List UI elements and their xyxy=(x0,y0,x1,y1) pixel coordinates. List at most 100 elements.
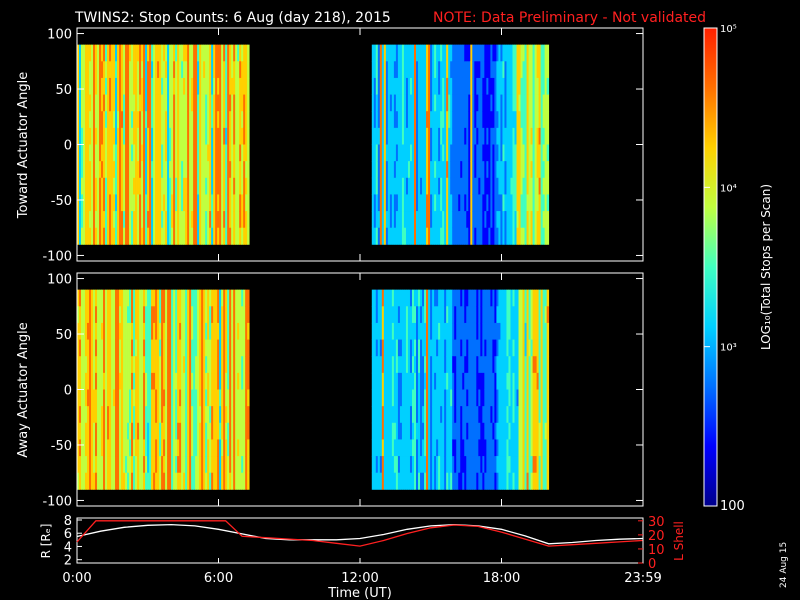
heatmap-cell xyxy=(107,227,110,245)
heatmap-cell xyxy=(484,289,487,307)
heatmap-cell xyxy=(472,227,475,245)
heatmap-cell xyxy=(510,322,513,340)
heatmap-cell xyxy=(424,356,427,374)
heatmap-cell xyxy=(99,406,102,424)
heatmap-cell xyxy=(199,44,202,62)
heatmap-cell xyxy=(129,372,132,390)
heatmap-cell xyxy=(127,61,130,79)
heatmap-cell xyxy=(133,194,136,212)
heatmap-cell xyxy=(187,94,190,112)
heatmap-cell xyxy=(189,406,192,424)
heatmap-cell xyxy=(119,322,122,340)
heatmap-cell xyxy=(243,177,246,195)
heatmap-cell xyxy=(504,422,507,440)
heatmap-cell xyxy=(85,456,88,474)
heatmap-cell xyxy=(141,211,144,229)
heatmap-cell xyxy=(500,111,503,129)
heatmap-cell xyxy=(127,194,130,212)
heatmap-cell xyxy=(434,339,437,357)
heatmap-cell xyxy=(436,356,439,374)
heatmap-cell xyxy=(430,94,433,112)
heatmap-cell xyxy=(147,211,150,229)
heatmap-cell xyxy=(434,456,437,474)
heatmap-cell xyxy=(474,406,477,424)
heatmap-cell xyxy=(187,406,190,424)
heatmap-cell xyxy=(83,472,86,490)
heatmap-cell xyxy=(371,289,375,307)
heatmap-cell xyxy=(474,289,477,307)
heatmap-cell xyxy=(430,439,433,457)
heatmap-cell xyxy=(522,339,525,357)
heatmap-cell xyxy=(546,194,550,212)
heatmap-cell xyxy=(127,94,130,112)
heatmap-cell xyxy=(221,77,224,95)
heatmap-cell xyxy=(183,111,186,129)
heatmap-cell xyxy=(454,144,457,162)
heatmap-cell xyxy=(379,422,383,440)
heatmap-cell xyxy=(514,439,517,457)
heatmap-cell xyxy=(97,177,100,195)
heatmap-cell xyxy=(175,356,178,374)
heatmap-cell xyxy=(139,44,142,62)
heatmap-cell xyxy=(397,177,401,195)
heatmap-cell xyxy=(117,44,120,62)
heatmap-cell xyxy=(510,422,513,440)
heatmap-cell xyxy=(409,406,413,424)
heatmap-cell xyxy=(538,127,542,145)
heatmap-cell xyxy=(139,94,142,112)
heatmap-cell xyxy=(490,144,493,162)
heatmap-cell xyxy=(512,177,515,195)
heatmap-cell xyxy=(504,77,507,95)
heatmap-cell xyxy=(173,439,176,457)
heatmap-cell xyxy=(181,422,184,440)
heatmap-cell xyxy=(488,339,491,357)
heatmap-cell xyxy=(508,127,511,145)
heatmap-cell xyxy=(440,77,443,95)
heatmap-cell xyxy=(179,127,182,145)
heatmap-cell xyxy=(476,94,479,112)
heatmap-cell xyxy=(379,472,383,490)
heatmap-cell xyxy=(420,61,423,79)
heatmap-cell xyxy=(416,227,419,245)
heatmap-cell xyxy=(181,177,184,195)
heatmap-cell xyxy=(518,44,521,62)
heatmap-cell xyxy=(452,61,455,79)
heatmap-cell xyxy=(389,77,393,95)
heatmap-cell xyxy=(219,422,222,440)
heatmap-cell xyxy=(87,422,90,440)
heatmap-cell xyxy=(97,77,100,95)
heatmap-cell xyxy=(175,389,178,407)
heatmap-cell xyxy=(383,127,387,145)
heatmap-cell xyxy=(131,227,134,245)
heatmap-cell xyxy=(191,61,194,79)
heatmap-cell xyxy=(407,111,411,129)
heatmap-cell xyxy=(227,389,230,407)
heatmap-cell xyxy=(219,111,222,129)
heatmap-cell xyxy=(401,356,405,374)
heatmap-cell xyxy=(165,339,168,357)
heatmap-cell xyxy=(385,211,389,229)
heatmap-cell xyxy=(115,194,118,212)
heatmap-cell xyxy=(131,372,134,390)
heatmap-cell xyxy=(145,177,148,195)
heatmap-cell xyxy=(241,372,244,390)
heatmap-cell xyxy=(540,44,544,62)
heatmap-cell xyxy=(500,161,503,179)
heatmap-cell xyxy=(379,389,383,407)
heatmap-cell xyxy=(245,356,248,374)
heatmap-cell xyxy=(187,456,190,474)
heatmap-cell xyxy=(89,422,92,440)
heatmap-cell xyxy=(207,289,210,307)
heatmap-cell xyxy=(383,339,387,357)
heatmap-cell xyxy=(221,406,224,424)
heatmap-cell xyxy=(119,439,122,457)
heatmap-cell xyxy=(422,177,425,195)
heatmap-cell xyxy=(426,372,429,390)
heatmap-cell xyxy=(428,211,431,229)
heatmap-cell xyxy=(163,227,166,245)
heatmap-cell xyxy=(147,422,150,440)
heatmap-cell xyxy=(375,406,379,424)
heatmap-cell xyxy=(468,356,471,374)
heatmap-cell xyxy=(167,306,170,324)
colorbar-label: LOG₁₀(Total Stops per Scan) xyxy=(759,184,773,350)
